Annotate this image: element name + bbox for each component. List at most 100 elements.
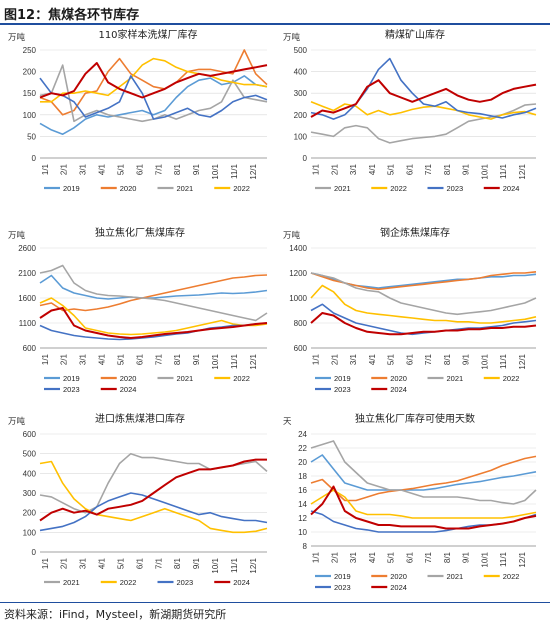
x-tick-label: 2/1 [330,163,339,175]
x-tick-label: 10/1 [211,557,220,573]
y-tick-label: 200 [23,68,37,77]
series-line-2024 [39,62,268,99]
header-divider [0,23,550,25]
x-tick-label: 7/1 [154,163,163,175]
y-tick-label: 12 [298,514,307,523]
y-tick-label: 500 [294,46,308,55]
x-tick-label: 2/1 [330,551,339,563]
y-tick-label: 100 [294,132,308,141]
x-tick-label: 1/1 [312,353,321,365]
legend-label: 2023 [447,184,464,193]
x-tick-label: 5/1 [387,353,396,365]
x-tick-label: 1/1 [312,163,321,175]
x-tick-label: 8/1 [173,353,182,365]
y-tick-label: 0 [32,154,37,163]
x-tick-label: 6/1 [135,557,144,569]
series-line-2022 [310,489,537,519]
x-tick-label: 7/1 [424,163,433,175]
y-tick-label: 600 [294,344,308,353]
series-line-2021 [310,272,537,316]
series-line-2022 [310,101,537,120]
legend-label: 2020 [390,572,407,581]
legend-label: 2019 [334,374,351,383]
legend-label: 2020 [390,374,407,383]
y-tick-label: 0 [32,548,37,557]
y-axis-unit: 万吨 [8,230,26,241]
x-tick-label: 11/1 [230,557,239,573]
series-line-2019 [310,272,537,289]
x-tick-label: 6/1 [405,163,414,175]
y-tick-label: 300 [23,489,37,498]
x-tick-label: 1/1 [41,353,50,365]
series-line-2023 [39,492,268,532]
chart-title: 精煤矿山库存 [385,28,445,41]
figure-header [0,0,550,24]
x-tick-label: 2/1 [60,557,69,569]
x-tick-label: 12/1 [249,163,258,179]
legend-label: 2023 [63,385,80,394]
y-axis-unit: 万吨 [283,230,301,241]
legend-label: 2021 [177,184,194,193]
chart-title: 进口炼焦煤港口库存 [95,412,185,425]
x-tick-label: 4/1 [98,557,107,569]
x-tick-label: 9/1 [462,353,471,365]
x-tick-label: 7/1 [154,557,163,569]
chart-panel-mine-inventory: 精煤矿山库存 万吨 0 100 200 300 400 500 1/1 2/1 3/1 4/1 5/1 6… [283,28,537,193]
y-axis-unit: 天 [283,417,292,427]
series-line-2024 [39,458,267,522]
series-line-2024 [39,307,268,339]
y-tick-label: 1400 [289,244,307,253]
y-tick-label: 1600 [18,294,36,303]
x-tick-label: 11/1 [230,353,239,369]
x-tick-label: 10/1 [211,163,220,179]
chart-panel-coal-washery: 110家样本洗煤厂库存 万吨 0 50 100 150 200 250 1/1 2/1 3/1 4/1… [8,28,268,196]
series-line-2024 [310,485,537,530]
x-tick-label: 3/1 [349,551,358,563]
chart-title: 110家样本洗煤厂库存 [98,28,197,41]
x-tick-label: 5/1 [116,557,125,569]
x-tick-label: 4/1 [368,551,377,563]
series-line-2022 [39,460,268,534]
x-tick-label: 1/1 [41,163,50,175]
legend-label: 2023 [334,385,351,394]
y-tick-label: 250 [23,46,37,55]
y-tick-label: 300 [294,89,308,98]
legend-label: 2022 [120,578,137,587]
x-tick-label: 9/1 [192,353,201,365]
y-tick-label: 1200 [289,269,307,278]
x-tick-label: 5/1 [387,163,396,175]
x-tick-label: 12/1 [518,163,527,179]
legend-label: 2024 [120,385,137,394]
x-tick-label: 2/1 [330,353,339,365]
legend-label: 2024 [120,195,137,196]
legend-label: 2022 [233,184,250,193]
y-tick-label: 20 [298,458,307,467]
x-tick-label: 1/1 [41,557,50,569]
x-tick-label: 5/1 [116,163,125,175]
x-tick-label: 9/1 [462,163,471,175]
y-tick-label: 8 [303,542,308,551]
y-tick-label: 800 [294,319,308,328]
x-tick-label: 7/1 [424,551,433,563]
y-tick-label: 400 [23,469,37,478]
y-tick-label: 200 [294,111,308,120]
x-tick-label: 12/1 [518,551,527,567]
series-line-2021 [39,264,268,322]
y-tick-label: 0 [303,154,308,163]
x-tick-label: 3/1 [79,163,88,175]
series-line-2019 [39,75,268,135]
x-tick-label: 9/1 [192,163,201,175]
x-tick-label: 10/1 [480,353,489,369]
footer-divider [0,602,550,603]
figure-title: 图12：焦煤各环节库存 [4,8,140,23]
y-tick-label: 14 [298,500,307,509]
legend-label: 2023 [334,583,351,592]
y-tick-label: 600 [23,430,37,439]
series-line-2024 [310,312,537,336]
x-tick-label: 4/1 [368,163,377,175]
y-tick-label: 100 [23,528,37,537]
x-tick-label: 8/1 [443,551,452,563]
x-tick-label: 8/1 [173,163,182,175]
x-tick-label: 5/1 [116,353,125,365]
legend-label: 2022 [233,374,250,383]
